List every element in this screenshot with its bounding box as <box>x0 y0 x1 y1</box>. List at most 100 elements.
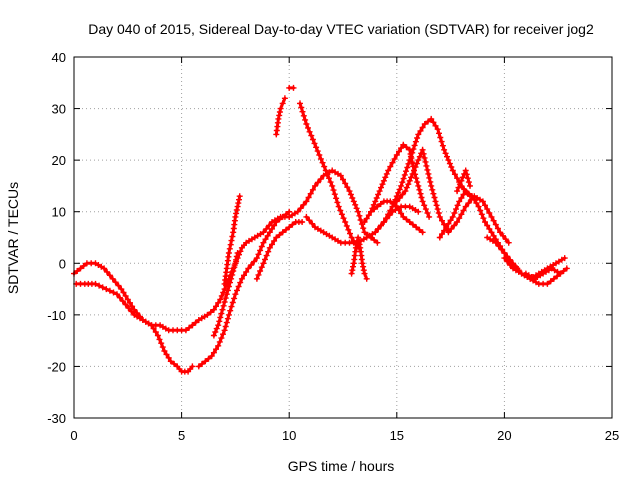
plus-marker <box>182 327 189 334</box>
plus-marker <box>237 279 244 286</box>
series-track-22 <box>522 265 564 282</box>
plus-marker <box>396 148 402 155</box>
plus-marker <box>492 221 499 228</box>
plus-marker <box>413 175 420 182</box>
plus-marker <box>327 179 334 186</box>
plus-marker <box>463 171 470 178</box>
x-tick-label: 20 <box>497 428 511 443</box>
plus-marker <box>480 215 487 222</box>
plus-marker <box>230 268 237 274</box>
plus-marker <box>275 115 282 122</box>
plus-marker <box>215 342 222 349</box>
plus-marker <box>431 194 438 201</box>
plus-marker <box>253 275 260 282</box>
plus-marker <box>389 203 396 210</box>
plus-marker <box>213 303 219 310</box>
plus-marker <box>382 174 389 181</box>
plus-marker <box>426 174 433 181</box>
plus-marker <box>428 115 435 122</box>
plus-marker <box>356 212 363 219</box>
plus-marker <box>80 262 87 269</box>
plus-marker <box>396 207 402 213</box>
plus-marker <box>441 227 448 234</box>
plus-marker <box>465 179 472 186</box>
plus-marker <box>479 198 486 205</box>
plus-marker <box>407 153 414 160</box>
plus-marker <box>507 262 514 268</box>
plus-marker <box>411 142 418 149</box>
plus-marker <box>297 205 304 212</box>
plus-marker <box>434 126 441 133</box>
plus-marker <box>345 226 352 233</box>
plus-marker <box>189 363 196 370</box>
plus-marker <box>422 158 429 165</box>
plus-marker <box>398 210 405 217</box>
plus-marker <box>421 202 428 209</box>
plus-marker <box>217 314 224 321</box>
plus-marker <box>352 201 359 208</box>
plus-marker <box>482 202 488 209</box>
plus-marker <box>122 301 129 308</box>
plus-marker <box>241 272 247 279</box>
plus-marker <box>439 142 446 149</box>
plus-marker <box>419 146 426 153</box>
plus-marker <box>260 260 267 267</box>
x-tick-label: 25 <box>605 428 619 443</box>
plus-marker <box>469 193 476 200</box>
plus-marker <box>462 188 469 195</box>
plus-marker <box>456 181 463 188</box>
plus-marker <box>403 184 410 191</box>
plus-marker <box>208 353 215 360</box>
plus-marker <box>96 282 103 289</box>
plus-marker <box>374 239 381 246</box>
plus-marker <box>213 346 219 353</box>
plus-marker <box>228 275 235 282</box>
plus-marker <box>385 211 392 218</box>
plus-marker <box>335 203 342 210</box>
plus-marker <box>195 363 202 370</box>
plus-marker <box>119 298 126 305</box>
plus-marker <box>233 253 240 260</box>
plus-marker <box>405 160 412 167</box>
plus-marker <box>307 190 314 197</box>
plus-marker <box>220 302 227 309</box>
plus-marker <box>436 213 443 220</box>
plus-marker <box>300 112 307 119</box>
series-track-2 <box>73 280 196 375</box>
plus-marker <box>347 191 354 198</box>
plus-marker <box>383 215 389 222</box>
plus-marker <box>74 268 81 274</box>
plus-marker <box>222 295 229 302</box>
x-tick-label: 10 <box>282 428 296 443</box>
plus-marker <box>498 246 505 253</box>
plus-marker <box>458 177 465 184</box>
plus-marker <box>443 224 450 231</box>
plus-marker <box>400 141 407 148</box>
plus-marker <box>373 195 380 201</box>
plus-marker <box>374 203 381 210</box>
plus-marker <box>398 182 405 189</box>
plus-marker <box>210 306 217 313</box>
plus-marker <box>127 299 133 306</box>
plus-marker <box>92 280 99 287</box>
plus-marker <box>257 268 264 274</box>
plus-marker <box>404 164 411 171</box>
plus-marker <box>210 349 217 356</box>
plus-marker <box>255 251 262 258</box>
plus-marker <box>448 164 455 170</box>
plus-marker <box>334 199 341 206</box>
plus-marker <box>286 208 293 215</box>
plus-marker <box>383 170 390 177</box>
plus-marker <box>290 84 297 91</box>
plus-marker <box>409 221 416 228</box>
plus-marker <box>425 118 431 125</box>
plus-marker <box>400 175 407 182</box>
plus-marker <box>353 205 360 212</box>
plus-marker <box>294 208 301 215</box>
plus-marker <box>257 247 264 254</box>
plus-marker <box>427 178 434 185</box>
plus-marker <box>103 286 110 293</box>
plus-marker <box>414 179 421 186</box>
plus-marker <box>408 174 415 181</box>
